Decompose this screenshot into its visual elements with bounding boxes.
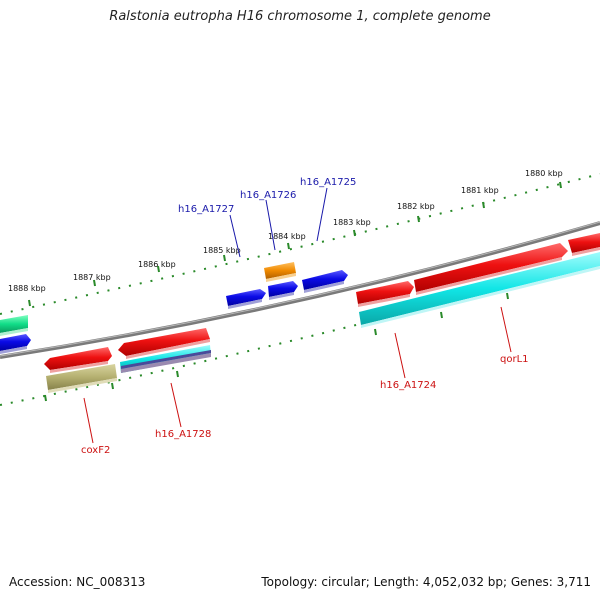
- gene-label-h16_A1725: h16_A1725: [300, 177, 356, 188]
- gene-red-h16_A1728: [118, 328, 210, 356]
- gene-label-h16_A1726: h16_A1726: [240, 190, 296, 201]
- gene-coxF2: [46, 364, 117, 390]
- gene-label-h16_A1727: h16_A1727: [178, 204, 234, 215]
- genome-backbone: [0, 221, 600, 359]
- gene-qorL1: [359, 252, 600, 325]
- gene-red-large: [414, 243, 568, 292]
- outer-tick-ring: [0, 173, 600, 315]
- tick-label: 1886 kbp: [138, 260, 176, 269]
- tick-label: 1883 kbp: [333, 218, 371, 227]
- tick-label: 1888 kbp: [8, 284, 46, 293]
- tick-label: 1880 kbp: [525, 169, 563, 178]
- tick-labels: 1880 kbp 1881 kbp 1882 kbp 1883 kbp 1884…: [8, 169, 563, 293]
- tick-label: 1884 kbp: [268, 232, 306, 241]
- tick-label: 1887 kbp: [73, 273, 111, 282]
- reverse-strand-features: [44, 252, 600, 393]
- genome-stats-text: Topology: circular; Length: 4,052,032 bp…: [261, 575, 591, 589]
- gene-red-coxF2-area: [44, 347, 112, 370]
- gene-label-h16_A1724: h16_A1724: [380, 380, 436, 391]
- gene-h16_A1725: [302, 270, 348, 290]
- gene-labels: h16_A1727 h16_A1726 h16_A1725 coxF2 h16_…: [81, 177, 529, 456]
- gene-label-h16_A1728: h16_A1728: [155, 429, 211, 440]
- gene-blue-left: [0, 334, 31, 351]
- tick-label: 1882 kbp: [397, 202, 435, 211]
- gene-label-qorL1: qorL1: [500, 354, 529, 365]
- tick-label: 1885 kbp: [203, 246, 241, 255]
- gene-h16_A1727: [226, 289, 266, 306]
- label-leaders: [83, 187, 512, 444]
- gene-green-left: [0, 315, 28, 333]
- outer-ticks: [28, 181, 562, 307]
- gene-label-coxF2: coxF2: [81, 445, 110, 456]
- gene-h16_A1726: [268, 281, 298, 297]
- forward-strand-features: [0, 233, 600, 354]
- gene-orange: [264, 262, 296, 279]
- accession-text: Accession: NC_008313: [9, 575, 146, 589]
- map-title: Ralstonia eutropha H16 chromosome 1, com…: [109, 9, 491, 24]
- gene-red-right: [568, 233, 600, 253]
- tick-label: 1881 kbp: [461, 186, 499, 195]
- gene-h16_A1724: [356, 281, 414, 304]
